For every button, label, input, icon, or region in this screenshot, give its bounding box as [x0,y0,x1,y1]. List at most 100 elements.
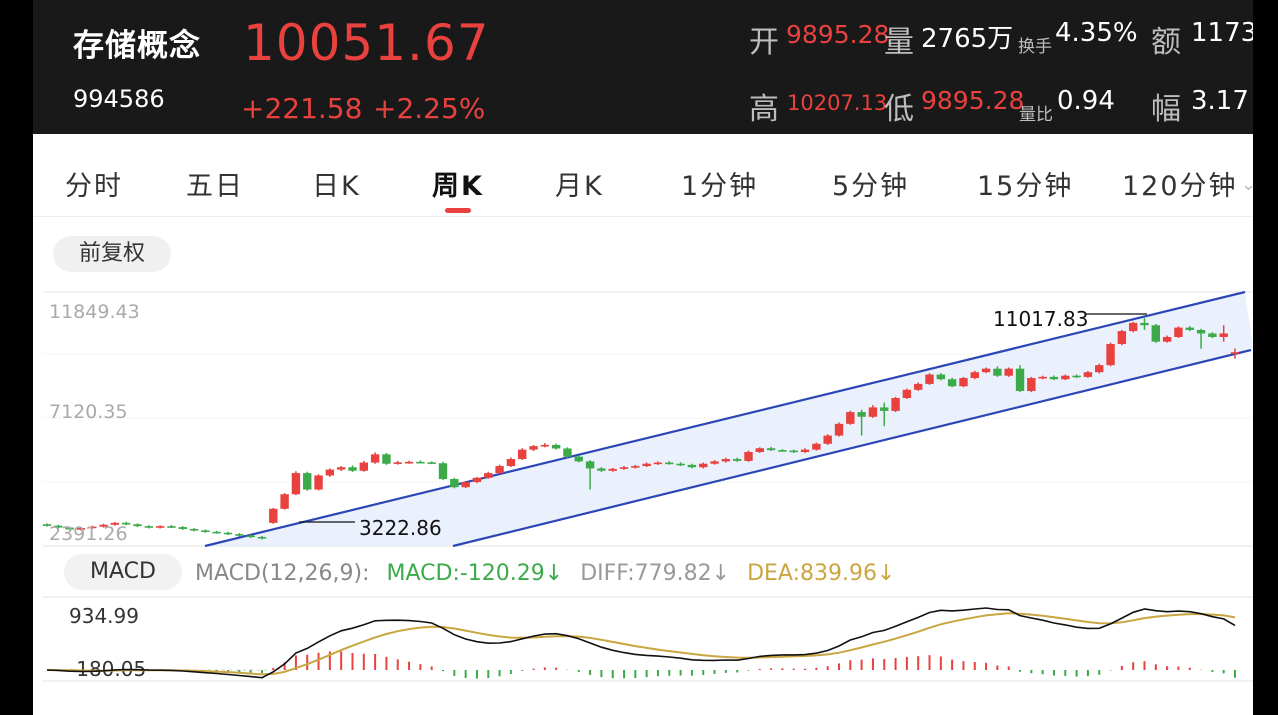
candle [608,468,617,471]
candle [201,530,210,532]
candle [800,449,810,452]
candle [42,524,52,526]
candle [710,461,719,464]
kline-chart[interactable]: 11849.43 7120.35 2391.26 11017.83 3222.86 934… [33,0,1253,715]
candle [1151,325,1160,342]
amount-label: 额 [1151,25,1181,60]
candle [122,522,131,525]
open-value: 9895.28 [786,20,890,49]
candle [1083,372,1093,377]
price-adjust-button[interactable]: 前复权 [53,236,171,272]
tab-intraday[interactable]: 分时 [65,171,123,202]
tab-weekly-k[interactable]: 周K [432,171,484,202]
candle [755,448,764,452]
candle [1174,327,1183,337]
volratio-value: 0.94 [1057,86,1115,116]
low-annotation: 3222.86 [359,516,442,540]
candle [155,526,165,528]
volume-value: 2765万 [921,24,1014,54]
candle [970,372,979,379]
candle [99,524,108,527]
tab-120min[interactable]: 120分钟 [1122,171,1238,202]
open-label: 开 [749,25,779,60]
candle [993,368,1002,376]
candle [1230,352,1240,354]
candle [766,448,776,451]
dea-value: DEA:839.96↓ [747,561,896,586]
candle [1049,376,1059,380]
candle [461,482,470,488]
candle [88,526,97,529]
candle [1185,327,1194,330]
high-value: 10207.13 [787,91,888,115]
candle [732,459,742,461]
volume-label: 量 [884,25,914,60]
macd-legend: MACD(12,26,9): MACD:-120.29↓ DIFF:779.82… [195,561,905,586]
candle [936,374,946,380]
candle [472,477,482,483]
candle [76,528,86,530]
candle [721,459,731,462]
candle [314,475,323,490]
candle [133,524,142,527]
macd-axis-label: 934.99 [69,604,139,628]
candle [427,462,436,464]
candle [1128,322,1138,332]
last-price: 10051.67 [243,14,490,72]
candle [370,454,380,463]
candle [789,450,798,453]
candle [1095,365,1104,373]
candle [585,461,595,469]
candle [1196,329,1206,334]
candle [540,444,550,447]
candle [359,462,368,471]
low-label: 低 [884,92,914,127]
candle [438,463,448,479]
tab-five-day[interactable]: 五日 [186,171,244,202]
candle [393,462,402,464]
candle [404,461,414,464]
candle [223,532,233,535]
candle [336,467,346,470]
quote-header: 存储概念 994586 10051.67 +221.58 +2.25% 开 98… [33,0,1253,134]
candle [65,527,74,530]
candle [144,526,154,528]
candle [484,473,493,478]
candle [246,535,255,538]
high-label: 高 [749,92,779,127]
stock-name: 存储概念 [73,28,201,64]
tab-daily-k[interactable]: 日K [312,171,361,202]
candle [744,451,753,461]
candle [348,467,357,471]
candle [382,454,391,464]
candle [1027,378,1036,391]
candle [54,525,63,528]
tab-monthly-k[interactable]: 月K [555,171,604,202]
tab-5min[interactable]: 5分钟 [832,171,910,202]
candle [269,508,278,523]
amount-value: 1173 [1191,18,1253,48]
candle [110,522,120,525]
candle [551,444,561,449]
candle [631,466,640,468]
candle [981,368,991,373]
price-change: +221.58 [241,92,363,125]
candle [778,450,787,452]
candle [868,407,878,417]
amplitude-value: 3.17 [1191,86,1249,116]
candle [653,462,663,465]
candle [189,528,199,531]
candle [699,463,708,468]
turnover-label: 换手 [1018,37,1052,57]
tab-15min[interactable]: 15分钟 [977,171,1074,202]
candle [902,389,912,399]
indicator-selector-button[interactable]: MACD [64,554,182,590]
candle [450,478,459,488]
candle [925,374,934,384]
candle [947,379,957,387]
candle [687,464,697,468]
candle [891,398,900,411]
chevron-down-icon[interactable]: ⌄ [1241,174,1253,195]
macd-value: MACD:-120.29↓ [386,561,564,586]
tab-1min[interactable]: 1分钟 [681,171,759,202]
